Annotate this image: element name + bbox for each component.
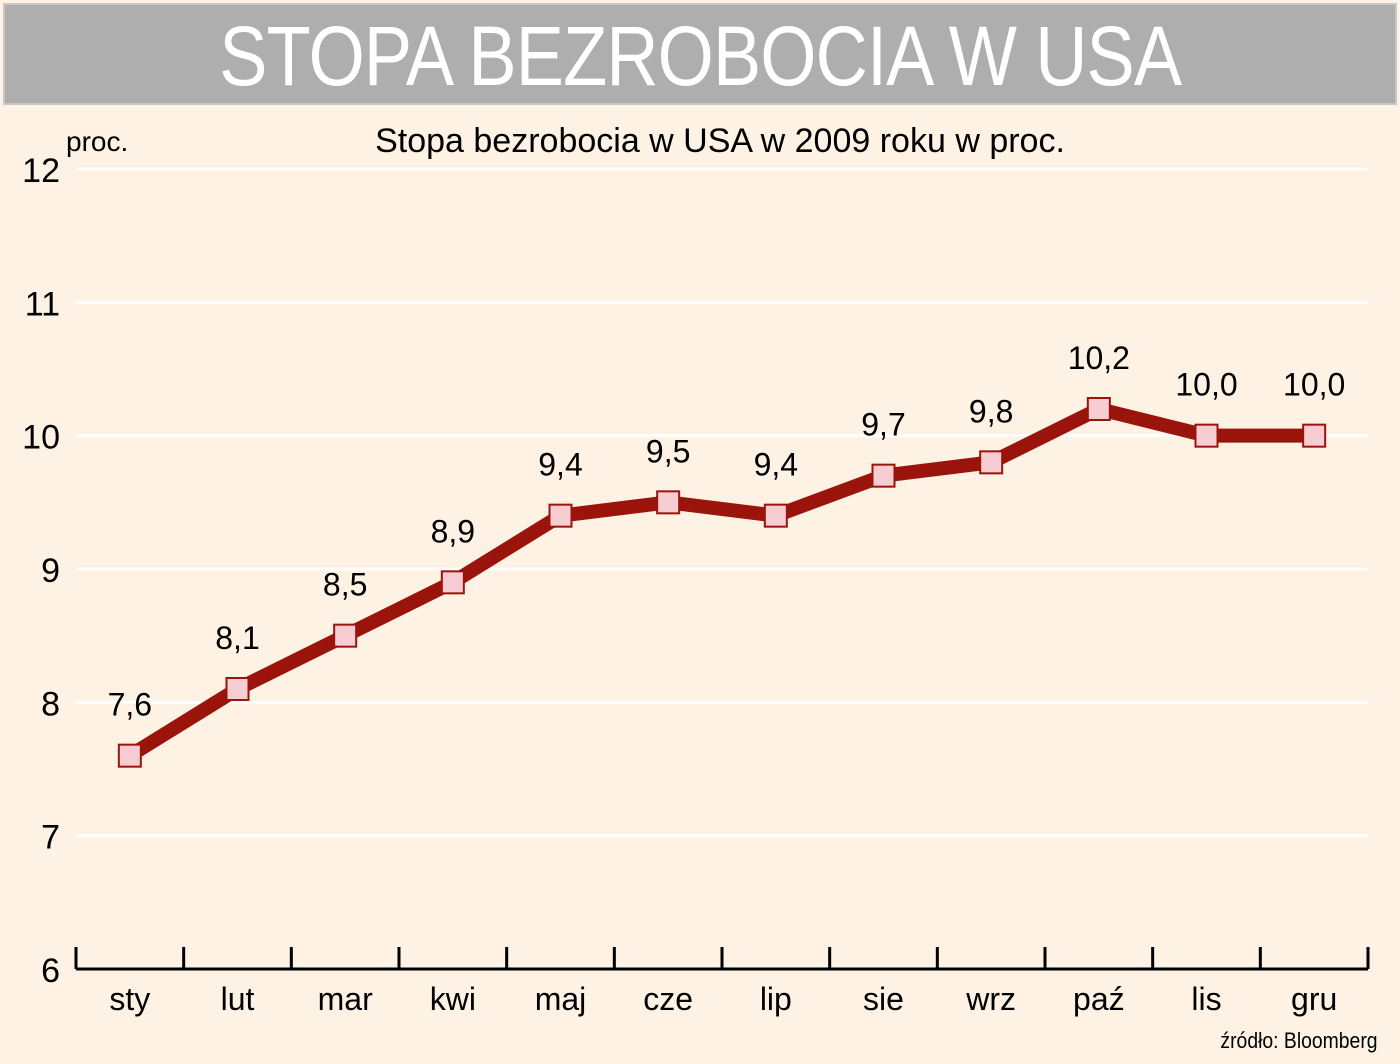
data-label: 9,5: [646, 433, 690, 469]
y-axis-label: proc.: [66, 126, 128, 157]
data-label: 9,8: [969, 393, 1013, 429]
data-point: [1302, 423, 1327, 448]
data-point: [1194, 423, 1219, 448]
chart-title: Stopa bezrobocia w USA w 2009 roku w pro…: [375, 122, 1065, 160]
y-tick-label: 10: [22, 419, 60, 457]
x-tick-label: sty: [109, 981, 150, 1017]
x-tick-label: kwi: [430, 981, 476, 1017]
y-tick-label: 8: [41, 685, 60, 723]
data-label: 7,6: [108, 687, 152, 723]
x-tick-label: lip: [760, 981, 792, 1017]
data-label: 10,0: [1175, 367, 1237, 403]
data-point: [979, 450, 1004, 475]
data-point: [763, 503, 788, 528]
y-tick-label: 7: [41, 819, 60, 857]
data-label: 8,1: [215, 620, 259, 656]
banner-title: STOPA BEZROBOCIA W USA: [219, 9, 1182, 103]
data-point: [440, 570, 465, 595]
data-label: 9,4: [538, 447, 582, 483]
x-tick-label: sie: [863, 981, 904, 1017]
x-tick-label: mar: [318, 981, 373, 1017]
data-point: [225, 677, 250, 701]
x-tick-label: lut: [221, 981, 255, 1017]
y-tick-label: 11: [25, 285, 60, 323]
series-line: [122, 402, 1322, 763]
data-label: 8,5: [323, 567, 367, 603]
x-tick-label: gru: [1291, 981, 1337, 1017]
data-label: 9,7: [861, 407, 905, 443]
x-tick-label: cze: [643, 981, 693, 1017]
data-point: [117, 743, 142, 768]
y-tick-label: 9: [41, 552, 60, 590]
data-point: [1086, 397, 1111, 421]
data-point: [871, 463, 896, 488]
data-point: [656, 490, 681, 515]
x-tick-label: paź: [1073, 981, 1125, 1017]
y-tick-label: 12: [22, 152, 60, 190]
data-label: 8,9: [431, 513, 475, 549]
x-tick-label: maj: [535, 981, 587, 1017]
x-tick-label: wrz: [965, 981, 1016, 1017]
data-label: 10,2: [1068, 340, 1130, 376]
x-tick-label: lis: [1191, 981, 1221, 1017]
y-tick-label: 6: [41, 952, 60, 990]
data-label: 9,4: [754, 447, 798, 483]
source-label: źródło: Bloomberg: [1220, 1028, 1378, 1053]
data-point: [333, 623, 358, 648]
data-point: [548, 503, 573, 528]
data-label: 10,0: [1283, 367, 1345, 403]
title-banner: STOPA BEZROBOCIA W USA: [3, 3, 1397, 105]
